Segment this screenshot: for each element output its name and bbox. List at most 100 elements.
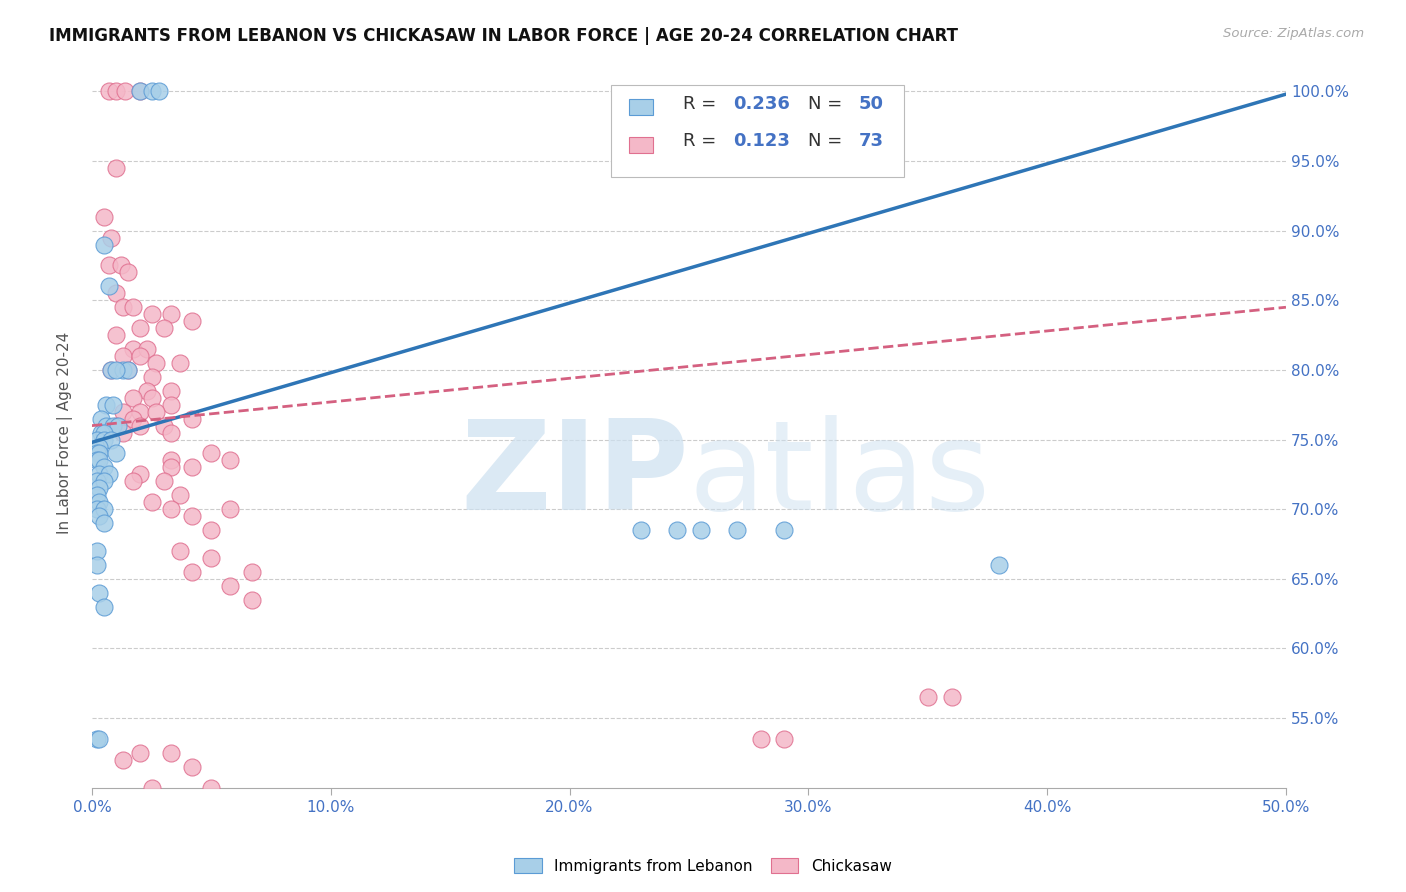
Point	[200, 780, 222, 795]
Point	[93, 475, 115, 489]
Point	[87, 586, 110, 600]
Point	[117, 363, 139, 377]
FancyBboxPatch shape	[630, 137, 652, 153]
Point	[135, 342, 157, 356]
Text: 50: 50	[859, 95, 883, 112]
Point	[128, 84, 150, 98]
Point	[128, 349, 150, 363]
Point	[87, 467, 110, 482]
Point	[128, 467, 150, 482]
Point	[141, 780, 163, 795]
Point	[90, 425, 112, 440]
Point	[152, 321, 174, 335]
Text: 0.236: 0.236	[733, 95, 790, 112]
Point	[97, 84, 120, 98]
Point	[689, 523, 711, 537]
Point	[100, 363, 122, 377]
Point	[159, 307, 181, 321]
Point	[117, 363, 139, 377]
Point	[169, 488, 191, 502]
Point	[93, 210, 115, 224]
Point	[86, 544, 108, 558]
Point	[159, 746, 181, 760]
Point	[219, 502, 242, 516]
Point	[86, 558, 108, 572]
Point	[97, 467, 120, 482]
Text: 0.123: 0.123	[733, 132, 790, 151]
Point	[773, 523, 796, 537]
Point	[110, 259, 132, 273]
Point	[181, 565, 204, 579]
Point	[219, 579, 242, 593]
Point	[93, 502, 115, 516]
Point	[87, 440, 110, 454]
Point	[86, 433, 108, 447]
Point	[104, 418, 127, 433]
Point	[93, 433, 115, 447]
Point	[111, 405, 134, 419]
Point	[90, 411, 112, 425]
Point	[141, 84, 163, 98]
Point	[725, 523, 748, 537]
Point	[103, 398, 125, 412]
Point	[135, 384, 157, 398]
Point	[111, 753, 134, 767]
Point	[87, 446, 110, 460]
Point	[121, 342, 143, 356]
Point	[988, 558, 1011, 572]
Point	[666, 523, 689, 537]
Point	[100, 433, 122, 447]
Point	[111, 425, 134, 440]
Point	[93, 460, 115, 475]
Point	[941, 690, 963, 705]
Text: R =: R =	[683, 95, 721, 112]
Point	[86, 475, 108, 489]
Point	[111, 300, 134, 314]
Point	[200, 551, 222, 566]
Point	[107, 418, 129, 433]
Point	[96, 398, 118, 412]
Text: ZIP: ZIP	[460, 415, 689, 536]
Point	[121, 411, 143, 425]
Point	[103, 418, 125, 433]
Point	[111, 363, 134, 377]
Point	[152, 418, 174, 433]
Point	[87, 731, 110, 746]
Point	[141, 495, 163, 509]
Legend: Immigrants from Lebanon, Chickasaw: Immigrants from Lebanon, Chickasaw	[509, 852, 897, 880]
Point	[159, 502, 181, 516]
Point	[121, 475, 143, 489]
Point	[917, 690, 939, 705]
Point	[169, 544, 191, 558]
Point	[86, 488, 108, 502]
Point	[87, 509, 110, 524]
Point	[87, 495, 110, 509]
Y-axis label: In Labor Force | Age 20-24: In Labor Force | Age 20-24	[58, 332, 73, 533]
Point	[93, 237, 115, 252]
Point	[86, 446, 108, 460]
Point	[159, 425, 181, 440]
Point	[97, 259, 120, 273]
Point	[100, 230, 122, 244]
Point	[93, 425, 115, 440]
Point	[86, 731, 108, 746]
Point	[121, 391, 143, 405]
Point	[181, 509, 204, 524]
Text: N =: N =	[808, 95, 848, 112]
Point	[87, 481, 110, 495]
Point	[145, 405, 167, 419]
Point	[159, 460, 181, 475]
Text: N =: N =	[808, 132, 848, 151]
Point	[93, 516, 115, 530]
Point	[749, 731, 772, 746]
Point	[128, 746, 150, 760]
Point	[87, 453, 110, 467]
Point	[121, 300, 143, 314]
Point	[141, 391, 163, 405]
Point	[104, 84, 127, 98]
Point	[104, 286, 127, 301]
Point	[104, 328, 127, 343]
Point	[630, 523, 652, 537]
Text: Source: ZipAtlas.com: Source: ZipAtlas.com	[1223, 27, 1364, 40]
Text: IMMIGRANTS FROM LEBANON VS CHICKASAW IN LABOR FORCE | AGE 20-24 CORRELATION CHAR: IMMIGRANTS FROM LEBANON VS CHICKASAW IN …	[49, 27, 959, 45]
